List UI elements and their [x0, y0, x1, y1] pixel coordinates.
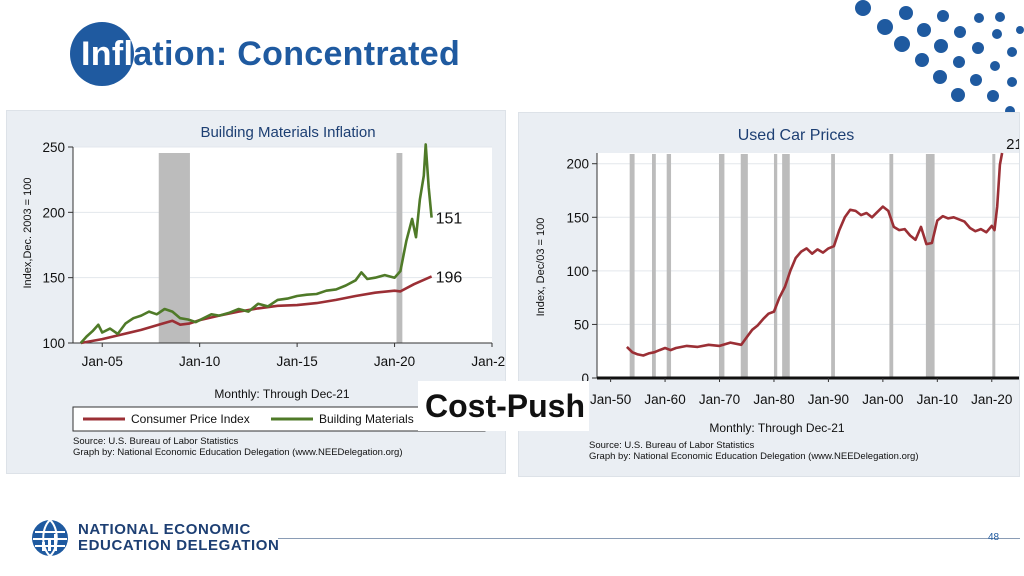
title-part-3: ation: Concentrated [133, 35, 461, 73]
chart-title: Used Car Prices [738, 127, 854, 144]
y-axis-label: Index,Dec. 2003 = 100 [22, 178, 34, 289]
x-tick-label: Jan-70 [699, 392, 740, 407]
recession-band [889, 154, 894, 378]
plot-area [597, 153, 1019, 378]
title-accent-circle [70, 22, 134, 86]
globe-icon [32, 519, 68, 558]
y-tick-label: 150 [566, 210, 589, 225]
y-tick-label: 50 [574, 317, 589, 332]
source-note: Source: U.S. Bureau of Labor Statistics [589, 440, 755, 451]
recession-band [740, 154, 748, 378]
org-name-line-1: NATIONAL ECONOMIC [78, 521, 251, 538]
building-materials-chart: Building Materials Inflation Index,Dec. … [22, 124, 505, 458]
org-name: NATIONAL ECONOMIC EDUCATION DELEGATION [78, 522, 279, 554]
end-value-label: 196 [436, 269, 463, 286]
recession-band [782, 154, 790, 378]
legend-label-building-materials: Building Materials [319, 412, 414, 426]
recession-band [925, 154, 935, 378]
series-line-2 [79, 143, 433, 344]
x-tick-label: Jan-00 [862, 392, 903, 407]
building-materials-chart-panel: Building Materials Inflation Index,Dec. … [6, 110, 506, 474]
recession-band [992, 154, 996, 378]
recession-band [651, 154, 656, 378]
y-tick-label: 0 [581, 371, 589, 386]
title-part-1: Inf [81, 35, 124, 73]
slide-title: Inflation: Concentrated [81, 30, 460, 78]
y-tick-label: 200 [566, 157, 589, 172]
chart-title: Building Materials Inflation [200, 124, 375, 141]
credit-note: Graph by: National Economic Education De… [73, 447, 403, 458]
page-number: 48 [988, 532, 1000, 543]
x-tick-label: Jan-25 [471, 354, 505, 369]
x-axis-label: Monthly: Through Dec-21 [214, 387, 350, 401]
y-tick-label: 150 [42, 271, 65, 286]
x-tick-label: Jan-15 [276, 354, 317, 369]
recession-band [158, 153, 190, 343]
used-car-prices-chart-panel: Used Car Prices Index, Dec/03 = 100 Mont… [518, 112, 1020, 477]
cost-push-label-box: Cost-Push [418, 381, 589, 431]
x-tick-label: Jan-20 [971, 392, 1012, 407]
x-tick-label: Jan-05 [82, 354, 123, 369]
recession-band [666, 154, 672, 378]
end-value-label: 210 [1006, 136, 1019, 153]
x-tick-label: Jan-10 [917, 392, 958, 407]
y-tick-label: 100 [566, 264, 589, 279]
x-axis-label: Monthly: Through Dec-21 [709, 421, 845, 435]
recession-band [718, 154, 725, 378]
x-tick-label: Jan-20 [374, 354, 415, 369]
cost-push-label: Cost-Push [425, 388, 585, 424]
x-tick-label: Jan-90 [808, 392, 849, 407]
recession-band [396, 153, 403, 343]
recession-band [773, 154, 778, 378]
x-tick-label: Jan-60 [644, 392, 685, 407]
x-tick-label: Jan-10 [179, 354, 220, 369]
y-tick-label: 100 [42, 336, 65, 351]
title-part-2: l [123, 35, 134, 73]
footer-divider [278, 538, 1020, 539]
y-tick-label: 250 [42, 140, 65, 155]
org-name-line-2: EDUCATION DELEGATION [78, 537, 280, 554]
legend-label-cpi: Consumer Price Index [131, 412, 250, 426]
y-tick-label: 200 [42, 205, 65, 220]
credit-note: Graph by: National Economic Education De… [589, 451, 919, 462]
used-car-prices-chart: Used Car Prices Index, Dec/03 = 100 Mont… [535, 127, 1019, 462]
decorative-dots [855, 0, 1024, 116]
x-tick-label: Jan-80 [753, 392, 794, 407]
x-tick-label: Jan-50 [590, 392, 631, 407]
recession-band [629, 154, 635, 378]
y-axis-label: Index, Dec/03 = 100 [535, 218, 547, 317]
end-value-label: 151 [436, 211, 463, 228]
source-note: Source: U.S. Bureau of Labor Statistics [73, 436, 239, 447]
recession-band [831, 154, 835, 378]
series-line-1 [625, 152, 1004, 357]
